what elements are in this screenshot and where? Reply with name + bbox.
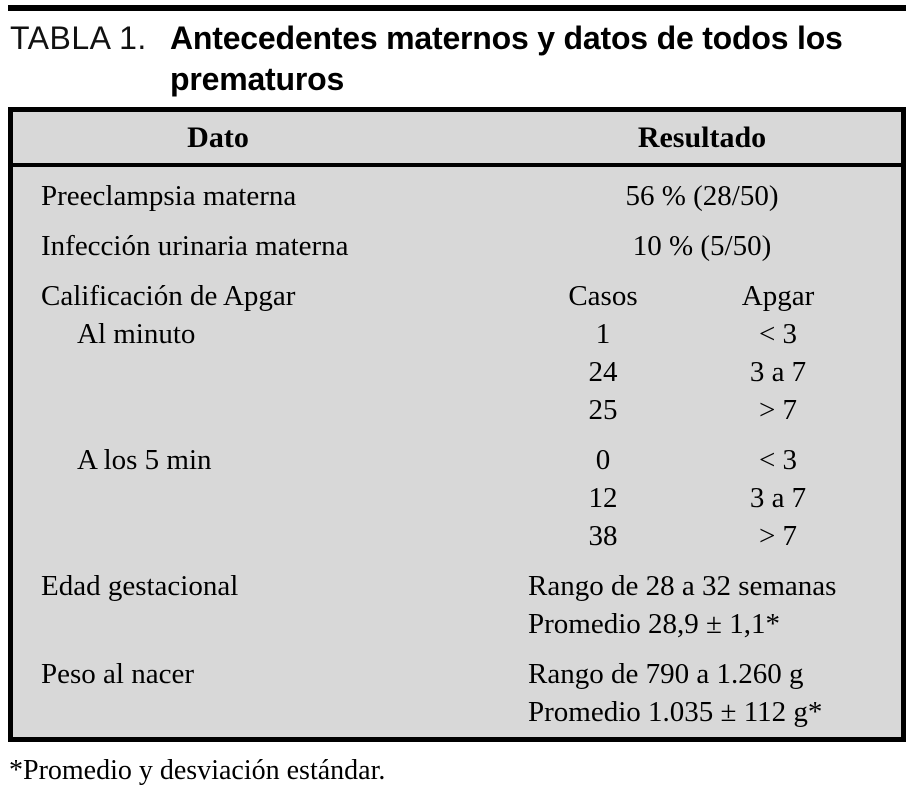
table-footnote: *Promedio y desviación estándar. (9, 755, 386, 786)
row-value-line: Promedio 28,9 ± 1,1* (528, 608, 780, 640)
table-title-text: Antecedentes maternos y datos de todos l… (170, 20, 843, 97)
row-value-line: Rango de 790 a 1.260 g (528, 658, 804, 690)
table-row: Peso al nacer Rango de 790 a 1.260 g Pro… (13, 655, 901, 731)
row-value-lines: Rango de 790 a 1.260 g Promedio 1.035 ± … (503, 655, 901, 731)
data-table: Dato Resultado Preeclampsia materna 56 %… (8, 107, 906, 742)
casos-value: 0 (595, 444, 611, 476)
casos-value: 12 (588, 482, 618, 514)
subrow-label (13, 391, 503, 429)
subcolumn-header-apgar: Apgar (741, 280, 815, 312)
table-row-apgar-5min: A los 5 min 0 < 3 12 3 a 7 38 > 7 (13, 441, 901, 555)
row-label: Infección urinaria materna (41, 230, 349, 262)
subrow-label (13, 517, 503, 555)
apgar-value: > 7 (758, 520, 798, 552)
row-label: Edad gestacional (41, 570, 239, 602)
subrow-label (13, 353, 503, 391)
row-value-line: Rango de 28 a 32 semanas (528, 570, 837, 602)
row-label: Peso al nacer (41, 658, 194, 690)
casos-value: 38 (588, 520, 618, 552)
apgar-value: 3 a 7 (749, 356, 807, 388)
casos-value: 1 (595, 318, 611, 350)
apgar-value: < 3 (758, 318, 798, 350)
apgar-value: < 3 (758, 444, 798, 476)
apgar-value: 3 a 7 (749, 482, 807, 514)
table-number-label: TABLA 1. (10, 20, 147, 56)
apgar-value: > 7 (758, 394, 798, 426)
table-row-apgar: Calificación de Apgar Casos Apgar Al min… (13, 277, 901, 429)
table-title: TABLA 1. Antecedentes maternos y datos d… (10, 18, 906, 100)
table-header-row: Dato Resultado (13, 112, 901, 167)
row-value: 56 % (28/50) (625, 180, 779, 212)
row-value-lines: Rango de 28 a 32 semanas Promedio 28,9 ±… (503, 567, 901, 643)
column-header-dato: Dato (187, 120, 249, 154)
table-row: Edad gestacional Rango de 28 a 32 semana… (13, 567, 901, 643)
row-label: Calificación de Apgar (41, 280, 296, 312)
title-top-rule (8, 5, 906, 11)
casos-value: 25 (588, 394, 618, 426)
row-value-line: Promedio 1.035 ± 112 g* (528, 696, 823, 728)
row-label: Preeclampsia materna (41, 180, 297, 212)
table-body: Preeclampsia materna 56 % (28/50) Infecc… (13, 167, 901, 737)
casos-value: 24 (588, 356, 618, 388)
subrow-label: A los 5 min (77, 444, 212, 476)
table-row: Infección urinaria materna 10 % (5/50) (13, 227, 901, 265)
column-header-resultado: Resultado (637, 120, 767, 154)
subcolumn-header-casos: Casos (568, 280, 638, 312)
table-row: Preeclampsia materna 56 % (28/50) (13, 177, 901, 215)
subrow-label: Al minuto (77, 318, 196, 350)
subrow-label (13, 479, 503, 517)
row-value: 10 % (5/50) (632, 230, 772, 262)
